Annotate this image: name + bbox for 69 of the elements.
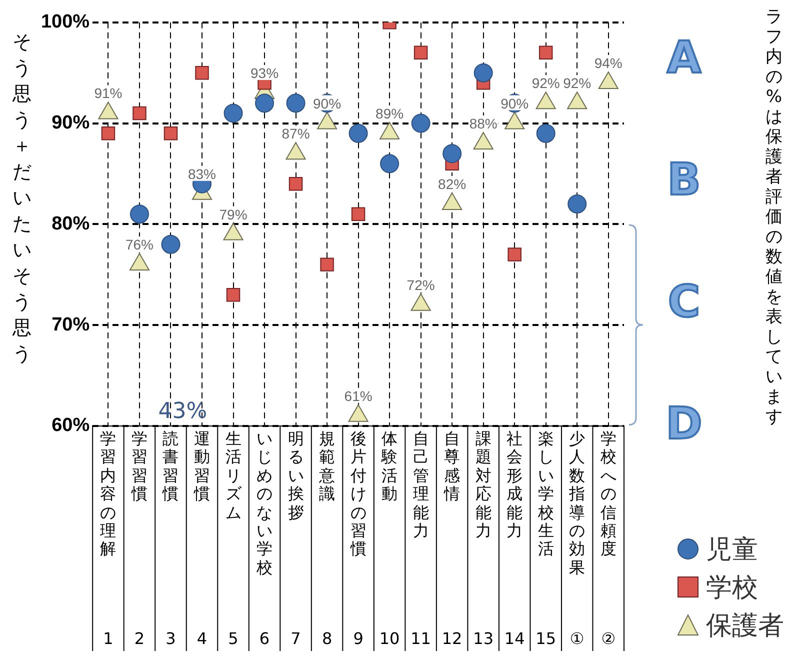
point xyxy=(320,258,334,272)
category-label: 運動習慣 4 xyxy=(194,429,210,648)
category-label: 体験活動 10 xyxy=(379,429,400,648)
category-label: 少人数指導の効果 ① xyxy=(569,429,586,648)
point xyxy=(132,106,146,120)
category-label: 規範意識 8 xyxy=(319,429,336,648)
category-label: 課題対応能力 13 xyxy=(473,429,494,648)
point xyxy=(442,144,462,164)
text: C xyxy=(668,276,700,328)
point xyxy=(411,114,430,133)
point xyxy=(288,176,303,191)
text: 43% xyxy=(158,399,208,424)
point xyxy=(224,104,243,123)
legend-label: 学校 xyxy=(706,572,758,604)
data-label: 89% xyxy=(376,105,404,122)
data-label: 91% xyxy=(94,85,122,102)
category-label: 学習習慣 2 xyxy=(131,429,148,648)
text: D xyxy=(666,398,702,450)
data-label: 87% xyxy=(282,126,310,142)
data-label: 92% xyxy=(563,75,592,92)
data-label: 61% xyxy=(344,388,372,404)
point xyxy=(508,248,522,262)
data-label: 94% xyxy=(594,54,622,71)
point xyxy=(130,204,149,224)
point xyxy=(538,46,553,60)
point xyxy=(286,94,306,113)
category-label: 楽しい学校生活 15 xyxy=(536,429,556,648)
data-label: 82% xyxy=(438,176,466,192)
y-tick-label: 80% xyxy=(52,213,90,234)
y-tick-label: 100% xyxy=(40,12,90,33)
legend-label: 児童 xyxy=(706,534,758,566)
data-label: 88% xyxy=(469,115,498,132)
point xyxy=(161,234,180,254)
point xyxy=(226,288,240,302)
category-label: 自己管理能力 11 xyxy=(410,429,431,648)
category-label: いじめのない学校 6 xyxy=(256,429,272,648)
point xyxy=(195,66,209,80)
data-label: 92% xyxy=(532,75,560,92)
y-tick-label: 60% xyxy=(52,415,90,436)
category-label: 学校への信頼度 ② xyxy=(600,429,616,648)
category-label: 後片付けの習慣 9 xyxy=(350,429,366,648)
point xyxy=(348,124,368,143)
data-label: 93% xyxy=(250,65,279,82)
point xyxy=(380,154,400,174)
category-label: 社会形成能力 14 xyxy=(504,429,525,648)
category-label: 自尊感情 12 xyxy=(442,429,462,648)
data-label: 79% xyxy=(219,206,248,222)
data-label: 72% xyxy=(406,276,435,293)
point xyxy=(101,126,116,140)
text: B xyxy=(667,154,701,206)
point xyxy=(568,194,587,214)
y-tick-label: 70% xyxy=(52,314,90,336)
text: そう思う＋だいたいそう思う xyxy=(12,31,32,365)
point xyxy=(164,126,178,140)
y-tick-label: 90% xyxy=(52,112,90,134)
point xyxy=(255,94,274,113)
point xyxy=(474,63,493,82)
legend-label: 保護者 xyxy=(706,610,784,642)
text: ラフ内の%は保護者評価の数値を表しています xyxy=(766,7,782,427)
data-label: 76% xyxy=(125,236,154,253)
data-label: 83% xyxy=(188,166,216,182)
category-label: 生活リズム 5 xyxy=(225,429,242,648)
category-label: 学習内容の理解 1 xyxy=(100,429,116,648)
category-label: 読書習慣 3 xyxy=(162,429,179,648)
text: A xyxy=(666,32,702,84)
point xyxy=(536,124,556,143)
point xyxy=(351,207,366,221)
category-label: 明るい挨拶 7 xyxy=(288,429,304,648)
point xyxy=(414,46,428,60)
